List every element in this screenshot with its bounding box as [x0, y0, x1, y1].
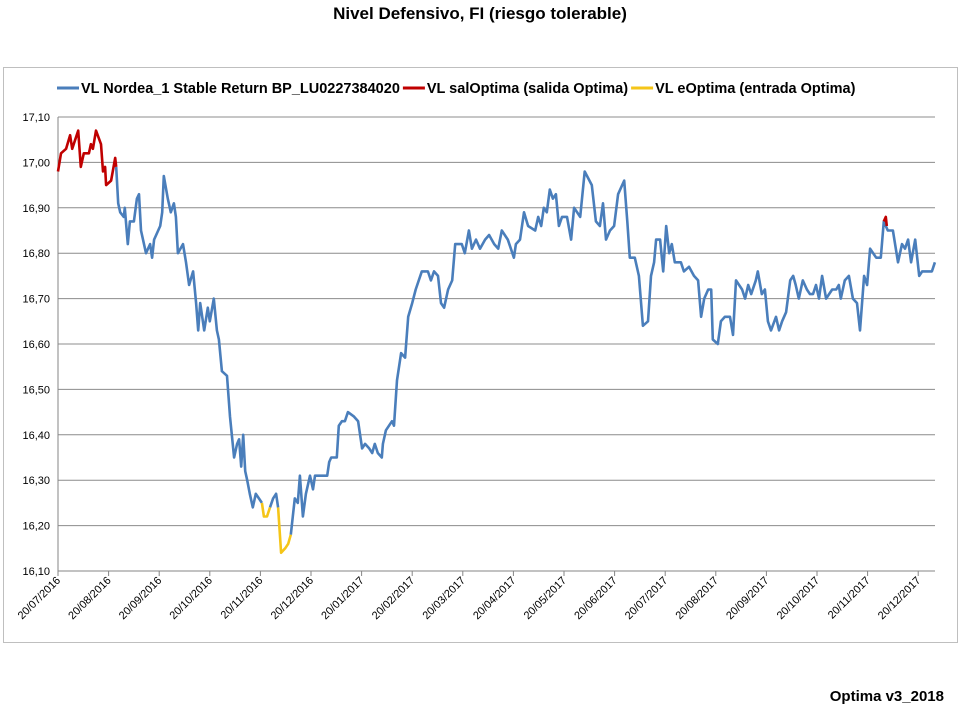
x-tick-label: 20/11/2017 [826, 575, 873, 622]
series-line-2 [276, 507, 293, 555]
x-tick-label: 20/12/2016 [269, 575, 316, 622]
series-line-0 [268, 492, 280, 508]
series-line-1 [56, 129, 118, 187]
chart-frame [3, 67, 958, 643]
y-tick-label: 16,50 [22, 384, 50, 396]
x-tick-label: 20/10/2017 [775, 575, 822, 622]
series-line-0 [114, 166, 263, 509]
x-tick-label: 20/10/2016 [168, 575, 215, 622]
x-tick-label: 20/08/2017 [674, 575, 721, 622]
x-tick-label: 20/09/2016 [117, 575, 164, 622]
y-tick-label: 16,80 [22, 248, 50, 260]
x-tick-label: 20/02/2017 [370, 575, 417, 622]
series-line-1 [882, 215, 889, 227]
legend-label: VL salOptima (salida Optima) [427, 81, 628, 97]
x-tick-label: 20/04/2017 [471, 575, 518, 622]
y-tick-label: 16,40 [22, 430, 50, 442]
series-line-0 [289, 170, 937, 535]
x-tick-label: 20/12/2017 [876, 575, 923, 622]
y-tick-label: 17,10 [22, 112, 50, 124]
y-tick-label: 16,30 [22, 475, 50, 487]
series-line-2 [260, 502, 272, 518]
y-tick-label: 16,90 [22, 203, 50, 215]
x-tick-label: 20/08/2016 [66, 575, 113, 622]
legend-label: VL Nordea_1 Stable Return BP_LU022738402… [81, 81, 400, 97]
x-tick-label: 20/06/2017 [572, 575, 619, 622]
legend-label: VL eOptima (entrada Optima) [655, 81, 856, 97]
x-tick-label: 20/01/2017 [319, 575, 366, 622]
y-tick-label: 17,00 [22, 157, 50, 169]
footer-label: Optima v3_2018 [829, 688, 944, 705]
y-tick-label: 16,70 [22, 294, 50, 306]
y-tick-label: 16,20 [22, 521, 50, 533]
y-tick-label: 16,10 [22, 566, 50, 578]
x-tick-label: 20/03/2017 [421, 575, 468, 622]
y-tick-label: 16,60 [22, 339, 50, 351]
chart-title: Nivel Defensivo, FI (riesgo tolerable) [333, 4, 627, 23]
x-tick-label: 20/11/2016 [219, 575, 266, 622]
x-tick-label: 20/07/2016 [16, 575, 63, 622]
x-tick-label: 20/05/2017 [522, 575, 569, 622]
x-tick-label: 20/07/2017 [623, 575, 670, 622]
x-tick-label: 20/09/2017 [724, 575, 771, 622]
